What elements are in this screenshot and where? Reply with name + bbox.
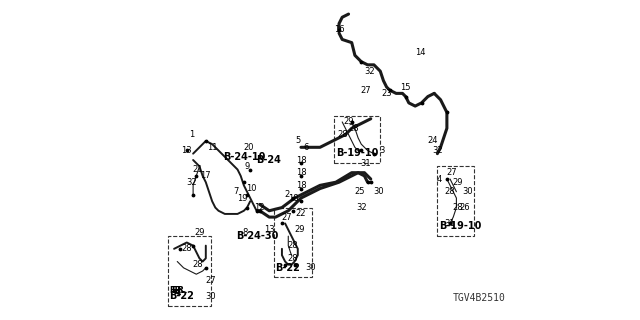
Text: 30: 30 [373, 187, 384, 196]
Text: 29: 29 [294, 225, 305, 234]
Text: 28: 28 [348, 124, 358, 133]
Text: FR.: FR. [171, 285, 188, 295]
Text: 10: 10 [246, 184, 257, 193]
Text: 18: 18 [296, 168, 307, 177]
Text: 31: 31 [445, 219, 456, 228]
Text: 22: 22 [296, 209, 306, 219]
Text: 28: 28 [337, 130, 348, 139]
Text: 15: 15 [401, 83, 411, 92]
Text: 2: 2 [284, 190, 289, 199]
Text: TGV4B2510: TGV4B2510 [453, 293, 506, 303]
Text: 32: 32 [432, 146, 443, 155]
Text: 9: 9 [244, 162, 250, 171]
Text: 16: 16 [333, 25, 344, 35]
Text: 23: 23 [381, 89, 392, 98]
Bar [168, 236, 211, 306]
Text: 11: 11 [207, 143, 218, 152]
Text: 12: 12 [255, 203, 265, 212]
Text: B-22: B-22 [170, 291, 194, 301]
Bar [334, 116, 380, 163]
Text: 13: 13 [264, 225, 275, 234]
Text: FR.: FR. [169, 285, 184, 295]
Text: 1: 1 [189, 130, 194, 139]
Text: 30: 30 [205, 292, 216, 301]
Text: 28: 28 [288, 254, 298, 263]
Text: 7: 7 [233, 187, 239, 196]
Text: 28: 28 [452, 203, 463, 212]
Text: 30: 30 [462, 187, 473, 196]
Text: B-22: B-22 [276, 263, 300, 273]
Text: 6: 6 [303, 143, 308, 152]
Text: B-19-10: B-19-10 [439, 221, 481, 231]
Text: 14: 14 [415, 48, 425, 57]
Text: 26: 26 [459, 203, 470, 212]
Text: 27: 27 [446, 168, 457, 177]
Text: 25: 25 [355, 187, 365, 196]
Text: 29: 29 [452, 178, 463, 187]
Text: 5: 5 [295, 136, 300, 146]
Text: 13: 13 [182, 146, 192, 155]
Text: 28: 28 [182, 244, 192, 253]
Text: B-24: B-24 [257, 155, 282, 165]
Text: 29: 29 [343, 117, 354, 126]
Text: 32: 32 [364, 67, 374, 76]
Text: B-19-10: B-19-10 [336, 148, 378, 158]
Text: 27: 27 [205, 276, 216, 285]
Text: 4: 4 [436, 174, 442, 184]
Text: 17: 17 [200, 172, 211, 180]
Text: 3: 3 [379, 146, 385, 155]
Text: 28: 28 [288, 241, 298, 250]
Text: 32: 32 [356, 203, 367, 212]
Text: 18: 18 [296, 181, 307, 190]
Text: 30: 30 [305, 263, 316, 272]
Text: 28: 28 [445, 187, 456, 196]
Text: 31: 31 [361, 159, 371, 168]
Text: 8: 8 [243, 228, 248, 237]
Bar [437, 166, 474, 236]
Text: 18: 18 [288, 194, 298, 203]
Text: 27: 27 [361, 86, 371, 95]
Text: 28: 28 [193, 260, 203, 269]
Bar [274, 208, 312, 277]
Text: 20: 20 [243, 143, 254, 152]
Text: 29: 29 [194, 228, 205, 237]
Text: B-24-10: B-24-10 [223, 152, 266, 162]
Text: 24: 24 [428, 136, 438, 146]
Text: 27: 27 [282, 212, 292, 222]
Text: 18: 18 [296, 156, 307, 164]
Text: B-24-30: B-24-30 [236, 231, 278, 241]
Text: 19: 19 [237, 194, 248, 203]
Text: 32: 32 [186, 178, 197, 187]
Text: 21: 21 [193, 165, 203, 174]
